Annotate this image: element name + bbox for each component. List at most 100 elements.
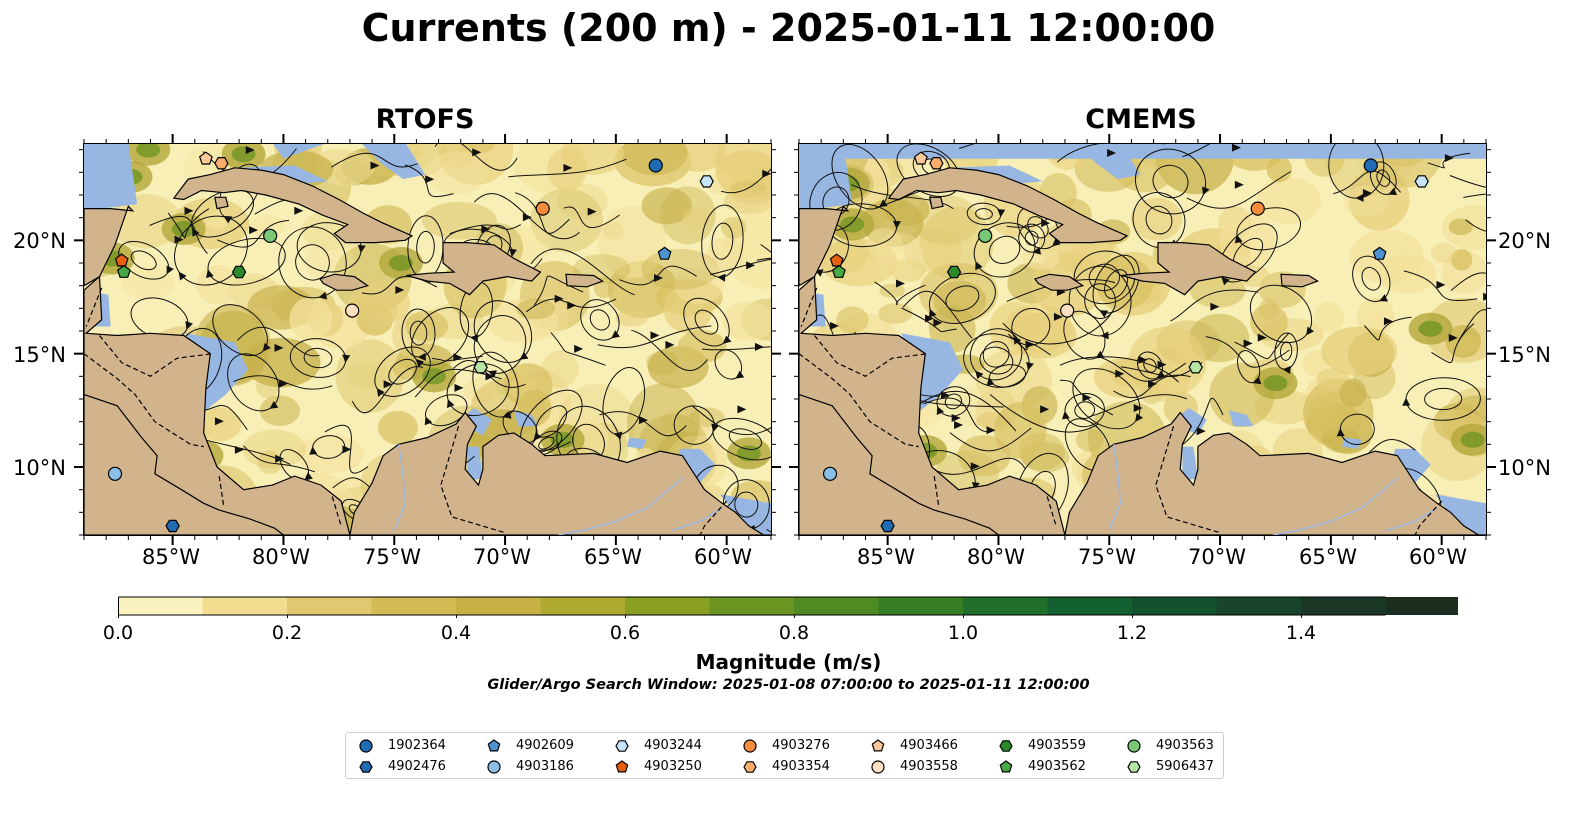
colorbar-tick-5: 1.0 [947,622,979,644]
land-hispaniola [406,241,542,296]
circle-marker-icon [487,760,501,774]
float-marker-4903559[interactable] [946,265,962,279]
colorbar-segment [371,597,457,615]
lon-label-left-65: 65°W [584,545,642,569]
float-marker-4903276[interactable] [535,201,550,216]
colorbar-label: Magnitude (m/s) [695,650,882,674]
lat-label-right-20: 20°N [1498,229,1551,253]
colorbar-tick-0: 0.0 [102,622,134,644]
cmems-map [798,143,1487,536]
float-marker-4903186[interactable] [822,466,838,481]
country-borders [84,287,728,535]
float-marker-4903562[interactable] [116,264,131,278]
circle-marker-icon [1127,739,1141,753]
lon-label-right-60: 60°W [1409,545,1467,569]
float-marker-4902609[interactable] [1372,246,1387,260]
float-marker-4903244[interactable] [699,175,714,188]
colorbar-segment [709,597,795,615]
colorbar-extend-arrow [1385,597,1534,615]
float-marker-4903466[interactable] [198,151,213,165]
colorbar-segment [1047,597,1133,615]
float-marker-4903250[interactable] [829,253,844,267]
float-marker-4903563[interactable] [263,228,278,243]
colorbar-segment [1301,597,1387,615]
legend-label: 4903354 [772,759,830,774]
float-markers [107,151,714,533]
colorbar-segment [878,597,964,615]
float-marker-4902476[interactable] [880,519,895,533]
legend-label: 4903562 [1028,759,1086,774]
colorbar-segment [794,597,880,615]
lon-label-left-70: 70°W [473,545,531,569]
land-jamaica [1034,273,1085,291]
float-marker-4903276[interactable] [1250,201,1265,216]
float-marker-4903562[interactable] [831,264,846,278]
land-pacificSide [84,393,285,535]
lat-label-left-15: 15°N [13,343,66,367]
legend-label: 4902476 [388,759,446,774]
legend-label: 4903558 [900,759,958,774]
lon-label-right-70: 70°W [1188,545,1246,569]
land-pacificSide [799,393,1000,535]
hexagon-marker-icon [743,761,757,773]
float-marker-4903558[interactable] [1060,303,1075,318]
lon-label-right-80: 80°W [967,545,1025,569]
pentagon-marker-icon [615,760,629,773]
hexagon-marker-icon [615,740,629,752]
colorbar-segment [456,597,542,615]
pentagon-marker-icon [487,739,501,752]
float-marker-4903558[interactable] [345,303,360,318]
colorbar-tick-6: 1.2 [1116,622,1148,644]
land-hispaniola [1121,241,1257,296]
float-marker-4902609[interactable] [657,246,672,260]
colorbar-segment [1216,597,1302,615]
circle-marker-icon [743,739,757,753]
colorbar-tick-3: 0.6 [609,622,641,644]
lat-label-left-20: 20°N [13,229,66,253]
float-marker-5906437[interactable] [473,361,488,374]
hexagon-marker-icon [1127,761,1141,773]
colorbar-segment [118,597,204,615]
float-marker-4903466[interactable] [913,151,928,165]
colorbar-segment [202,597,288,615]
legend-label: 4903466 [900,738,958,753]
legend-label: 4903186 [516,759,574,774]
float-marker-4903354[interactable] [214,157,229,170]
rivers [1108,444,1438,535]
float-marker-4903244[interactable] [1414,175,1429,188]
float-marker-4903186[interactable] [107,466,123,481]
colorbar-segment [1132,597,1218,615]
land-isleYouth [929,196,944,210]
colorbar-tick-1: 0.2 [271,622,303,644]
float-marker-1902364[interactable] [648,158,663,173]
float-marker-4903250[interactable] [114,253,129,267]
colorbar-tick-7: 1.4 [1285,622,1317,644]
pentagon-marker-icon [871,739,885,752]
float-marker-4902476[interactable] [165,519,180,533]
lon-label-right-65: 65°W [1299,545,1357,569]
pentagon-marker-icon [999,760,1013,773]
float-marker-4903354[interactable] [929,157,944,170]
land-isleYouth [214,196,229,210]
land-cuba [887,167,1129,244]
rtofs-map [83,143,772,536]
colorbar-segment [540,597,626,615]
float-marker-5906437[interactable] [1188,361,1203,374]
circle-marker-icon [871,760,885,774]
colorbar-tick-2: 0.4 [440,622,472,644]
float-marker-4903559[interactable] [231,265,247,279]
lon-label-right-75: 75°W [1078,545,1136,569]
land-yucatan [799,205,850,287]
legend-label: 1902364 [388,738,446,753]
lat-label-left-10: 10°N [13,456,66,480]
float-marker-1902364[interactable] [1363,158,1378,173]
lon-label-right-85: 85°W [857,545,915,569]
land-jamaica [319,273,370,291]
land-cuba [172,167,414,244]
colorbar-segment [287,597,373,615]
land-southAmerica [1064,411,1486,535]
float-marker-4903563[interactable] [978,228,993,243]
land-yucatan [84,205,135,287]
hexagon-marker-icon [999,740,1013,752]
land-puertoRico [565,273,604,288]
